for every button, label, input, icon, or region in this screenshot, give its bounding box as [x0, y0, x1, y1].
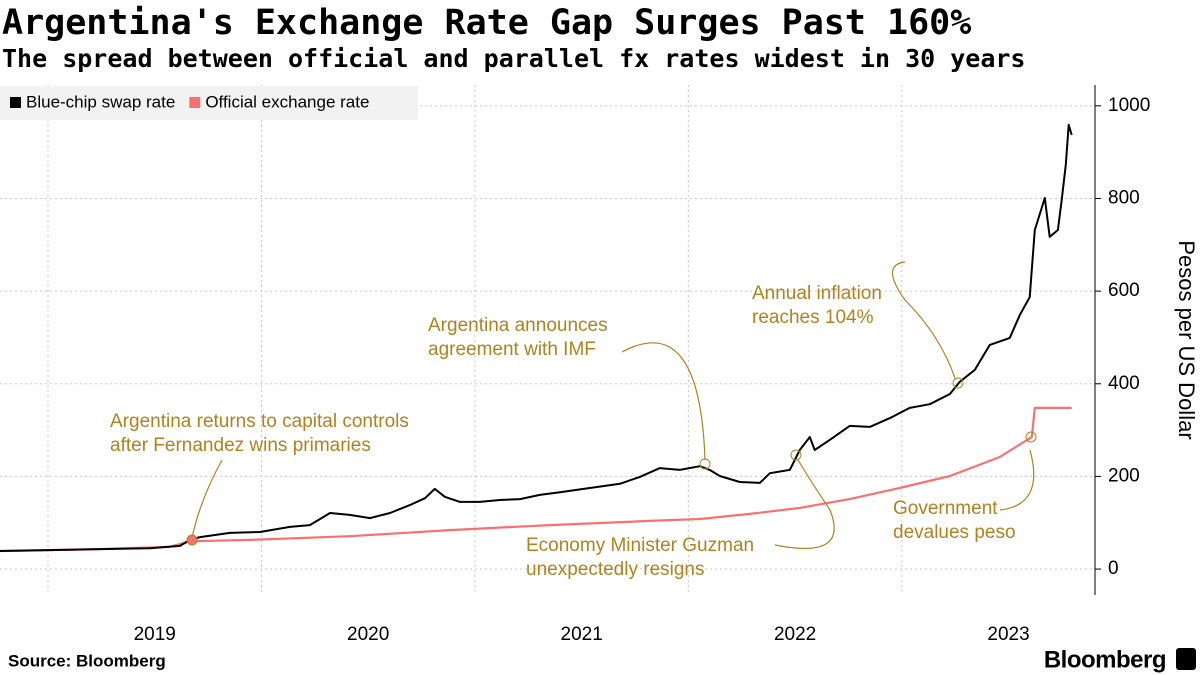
annotation: after Fernandez wins primaries — [110, 435, 371, 456]
y-tick-label: 800 — [1108, 188, 1140, 209]
y-tick-label: 400 — [1108, 373, 1140, 394]
x-tick-label: 2021 — [561, 624, 603, 645]
annotation: agreement with IMF — [428, 339, 596, 360]
annotation: Government — [893, 498, 998, 519]
y-axis-title: Pesos per US Dollar — [1174, 240, 1199, 439]
source: Source: Bloomberg — [8, 651, 166, 670]
annotation: Argentina announces — [428, 315, 608, 336]
annotation: Economy Minister Guzman — [526, 535, 754, 556]
x-tick-label: 2020 — [347, 624, 389, 645]
brand-icon — [1176, 648, 1196, 670]
legend-box — [0, 86, 418, 120]
annotation-arrows — [186, 261, 1037, 549]
annotation: devalues peso — [893, 522, 1016, 543]
chart-subtitle: The spread between official and parallel… — [2, 44, 1026, 73]
y-tick-label: 600 — [1108, 280, 1140, 301]
legend-label: Blue-chip swap rate — [26, 92, 175, 111]
brand: Bloomberg — [1044, 646, 1166, 673]
annotation: reaches 104% — [752, 307, 874, 328]
annotation: Argentina returns to capital controls — [110, 411, 409, 432]
legend-label: Official exchange rate — [205, 92, 369, 111]
legend-swatch — [10, 97, 21, 108]
legend-swatch — [189, 97, 201, 108]
y-tick-label: 0 — [1108, 558, 1119, 579]
x-tick-label: 2023 — [987, 624, 1029, 645]
y-tick-label: 200 — [1108, 465, 1140, 486]
y-tick-label: 1000 — [1108, 95, 1150, 116]
chart-title: Argentina's Exchange Rate Gap Surges Pas… — [2, 3, 971, 43]
annotation: Annual inflation — [752, 283, 882, 304]
series-line — [0, 123, 1073, 552]
x-tick-label: 2022 — [774, 624, 816, 645]
annotation: unexpectedly resigns — [526, 559, 705, 580]
x-tick-label: 2019 — [134, 624, 176, 645]
